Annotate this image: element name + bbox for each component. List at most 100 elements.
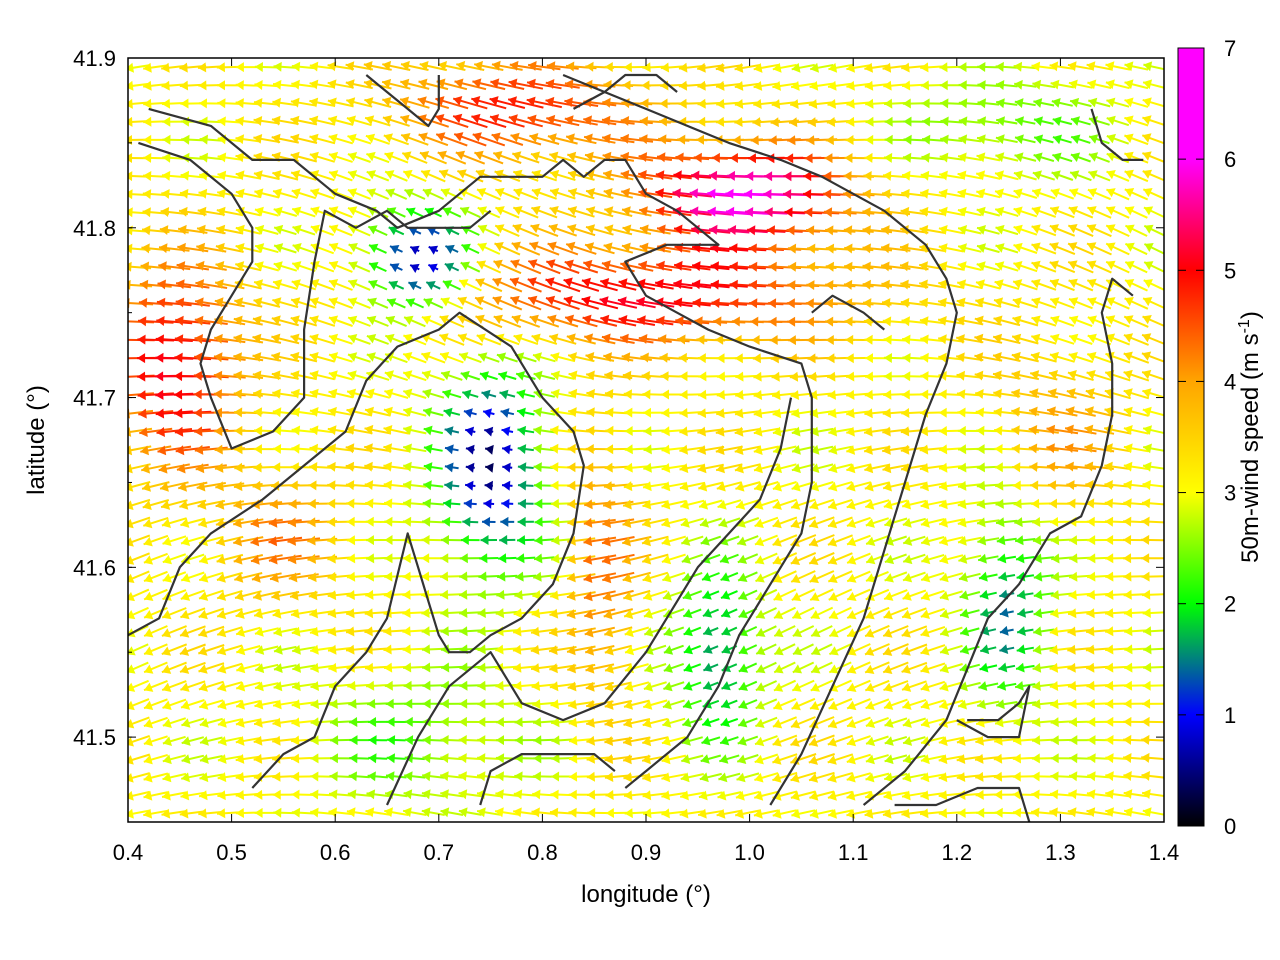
wind-arrow-head <box>974 315 984 326</box>
wind-arrow-head <box>384 553 393 564</box>
wind-arrow-head <box>471 96 481 106</box>
wind-arrow-head <box>1086 698 1095 709</box>
wind-arrow-head <box>1067 807 1077 818</box>
wind-arrow-head <box>440 789 449 800</box>
wind-arrow-head <box>307 498 316 509</box>
wind-arrow-head <box>1032 188 1042 198</box>
wind-arrow-head <box>273 626 283 637</box>
wind-arrow-head <box>864 62 873 73</box>
wind-arrow-head <box>826 117 836 127</box>
wind-arrow-head <box>715 334 724 345</box>
wind-arrow-head <box>725 188 734 199</box>
wind-arrow-head <box>735 790 745 801</box>
wind-arrow-head <box>957 407 966 418</box>
wind-arrow-head <box>1143 79 1153 90</box>
wind-arrow-head <box>862 189 871 199</box>
wind-arrow-head <box>217 116 226 127</box>
wind-arrow-head <box>144 646 154 656</box>
wind-arrow-head <box>903 573 913 583</box>
wind-arrow-head <box>403 370 413 380</box>
wind-arrow-head <box>584 609 594 620</box>
wind-arrow-head <box>939 170 948 181</box>
wind-arrow-head <box>993 315 1003 326</box>
wind-arrow-head <box>638 334 648 344</box>
wind-arrow-head <box>329 224 339 234</box>
wind-arrow-head <box>729 261 738 272</box>
wind-arrow-head <box>1086 498 1095 509</box>
wind-arrow-head <box>672 188 681 199</box>
wind-arrow-head <box>235 170 245 181</box>
wind-arrow-head <box>764 207 773 218</box>
wind-arrow-head <box>938 371 947 381</box>
wind-arrow-head <box>720 735 730 746</box>
wind-arrow-head <box>1067 662 1076 673</box>
wind-arrow-head <box>1144 224 1154 234</box>
wind-arrow-head <box>216 206 226 217</box>
wind-arrow-head <box>531 807 540 818</box>
wind-arrow-head <box>602 97 611 108</box>
wind-arrow-head <box>679 389 688 400</box>
wind-arrow-head <box>1034 134 1044 145</box>
wind-arrow-head <box>440 771 449 782</box>
wind-arrow-head <box>198 664 208 674</box>
wind-arrow-head <box>508 96 517 106</box>
wind-arrow-head <box>271 333 281 344</box>
wind-arrow-head <box>290 333 300 344</box>
wind-arrow-head <box>691 279 701 290</box>
wind-arrow-head <box>661 426 670 437</box>
wind-arrow-head <box>624 462 633 473</box>
wind-arrow-head <box>423 298 434 308</box>
wind-arrow-head <box>737 536 747 546</box>
wind-arrow-head <box>175 297 185 308</box>
wind-arrow-head <box>510 132 520 143</box>
wind-arrow-head <box>620 151 630 162</box>
wind-arrow-head <box>1086 680 1095 691</box>
wind-arrow-head <box>700 754 710 764</box>
wind-arrow-head <box>655 170 665 181</box>
wind-arrow-head <box>1031 260 1041 271</box>
wind-arrow-head <box>235 134 245 145</box>
wind-arrow-head <box>681 754 691 764</box>
wind-arrow-head <box>600 314 610 325</box>
wind-arrow-head <box>920 334 929 345</box>
wind-arrow-head <box>661 518 671 528</box>
wind-arrow-head <box>679 426 688 437</box>
wind-arrow-head <box>175 315 184 326</box>
wind-arrow-head <box>269 499 279 510</box>
wind-arrow-head <box>1071 134 1081 144</box>
wind-arrow-head <box>718 518 728 528</box>
wind-arrow-head <box>1123 789 1133 799</box>
wind-arrow-head <box>143 62 152 73</box>
wind-arrow-head <box>213 352 223 363</box>
wind-arrow-head <box>884 754 894 765</box>
wind-arrow-head <box>567 151 577 162</box>
wind-arrow-head <box>160 482 169 492</box>
wind-arrow-head <box>1124 626 1133 637</box>
wind-arrow-head <box>157 445 167 456</box>
wind-arrow-head <box>1142 789 1151 799</box>
wind-arrow-head <box>255 645 265 655</box>
wind-arrow-head <box>272 735 281 746</box>
wind-arrow-head <box>128 80 134 91</box>
wind-arrow-head <box>642 62 651 73</box>
wind-arrow-head <box>217 645 227 656</box>
wind-arrow-head <box>330 753 338 764</box>
wind-arrow-head <box>974 352 984 362</box>
wind-arrow-head <box>385 188 396 198</box>
wind-arrow-head <box>1085 406 1094 417</box>
wind-arrow-head <box>958 243 967 253</box>
wind-arrow-head <box>456 60 466 71</box>
wind-arrow-head <box>422 753 431 764</box>
wind-arrow-head <box>605 808 614 818</box>
wind-arrow-head <box>978 681 988 691</box>
wind-arrow-head <box>458 771 467 782</box>
wind-arrow-head <box>214 463 224 473</box>
wind-arrow-head <box>453 96 463 106</box>
wind-arrow-head <box>181 573 191 583</box>
wind-arrow-head <box>641 80 650 91</box>
x-tick-label: 0.4 <box>113 840 144 865</box>
wind-arrow-head <box>726 206 735 217</box>
wind-arrow-head <box>755 573 765 583</box>
wind-arrow-head <box>939 517 948 528</box>
wind-arrow-head <box>1106 297 1116 307</box>
